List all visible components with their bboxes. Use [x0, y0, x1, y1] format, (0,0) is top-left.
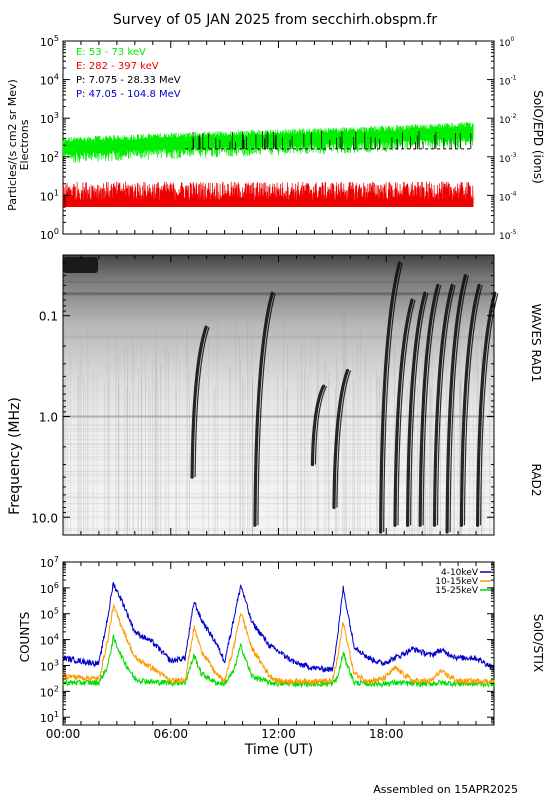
stix-y-axis-tick-label: 107: [40, 555, 59, 570]
spectrogram-band-line: [63, 280, 494, 283]
radio-burst-edge: [383, 262, 403, 532]
radio-burst-edge: [194, 326, 210, 478]
stix-y-axis-tick-label: 105: [40, 607, 59, 622]
radio-burst: [445, 273, 467, 534]
waves-rad2-label: RAD2: [529, 464, 543, 497]
stix-y-axis-tick-label: 104: [40, 633, 59, 648]
radio-burst: [418, 283, 440, 527]
radio-burst-edge: [336, 370, 352, 508]
waves-y-tick-label: 10.0: [31, 511, 58, 525]
epd-y-axis-tick-label: 104: [40, 73, 59, 88]
epd-legend-entry: P: 7.075 - 28.33 MeV: [76, 75, 181, 86]
epd-ylabel-secondary: Electrons: [18, 119, 31, 170]
epd-y2-axis-tick-label: 10-1: [499, 75, 517, 88]
epd-series-electrons-high: [62, 181, 474, 208]
radio-burst: [459, 283, 481, 527]
spectrogram-band-line: [63, 292, 494, 296]
stix-y-axis-tick-label: 102: [40, 684, 59, 699]
radio-burst: [332, 368, 350, 510]
waves-rad1-label: WAVES RAD1: [529, 304, 543, 383]
radio-burst: [379, 261, 402, 534]
radio-burst: [405, 291, 427, 527]
epd-y2-axis-tick-label: 10-2: [499, 113, 517, 126]
radio-burst-edge: [409, 293, 429, 526]
radio-burst: [253, 291, 274, 527]
radio-burst: [476, 291, 497, 527]
spectrogram-band-line: [63, 415, 494, 418]
spectrogram-dark-band: [63, 257, 98, 273]
stix-legend-label: 10-15keV: [435, 577, 479, 587]
stix-right-label: SolO/STIX: [531, 614, 545, 673]
epd-y2-axis-tick-label: 10-4: [499, 190, 517, 203]
radio-burst-edge: [449, 275, 469, 532]
stix-y-axis-tick-label: 101: [40, 710, 59, 725]
radio-burst-edge: [397, 299, 416, 526]
figure-title: Survey of 05 JAN 2025 from secchirh.obsp…: [113, 12, 437, 28]
stix-xlabel: Time (UT): [244, 742, 313, 758]
epd-legend: E: 53 - 73 keV E: 282 - 397 keV P: 7.075 -…: [76, 47, 181, 100]
waves-y-tick-label: 0.1: [39, 310, 58, 324]
stix-frame: [62, 561, 495, 726]
stix-legend-label: 4-10keV: [441, 568, 479, 578]
radio-burst: [432, 283, 454, 527]
radio-burst-edge: [463, 285, 483, 526]
epd-y-axis-tick-label: 105: [40, 34, 59, 49]
spectrogram-content: [63, 257, 499, 536]
radio-burst: [393, 298, 414, 527]
epd-y-axis-tick-label: 103: [40, 111, 59, 126]
epd-y-axis-tick-label: 101: [40, 188, 59, 203]
radio-burst: [190, 325, 208, 479]
waves-y-tick-label: 1.0: [39, 410, 58, 424]
epd-ylabel: Particles/(s cm2 sr Mev): [6, 79, 19, 211]
stix-x-tick-label: 06:00: [153, 727, 188, 741]
assembled-footer: Assembled on 15APR2025: [373, 783, 518, 796]
waves-panel: Frequency (MHz) WAVES RAD1 RAD2 0.1 1.0 10…: [7, 254, 543, 536]
stix-panel: COUNTS SolO/STIX Time (UT) 4-10keV10-15k…: [18, 561, 545, 758]
radio-burst-edge: [257, 293, 276, 526]
epd-y-axis-tick-label: 102: [40, 150, 59, 165]
epd-y2-axis-tick-label: 10-3: [499, 152, 517, 165]
stix-x-tick-label: 00:00: [46, 727, 81, 741]
waves-ylabel: Frequency (MHz): [7, 397, 23, 515]
stix-legend-label: 15-25keV: [435, 586, 479, 596]
stix-series-line: [62, 603, 495, 686]
epd-y-axis-tick-label: 100: [40, 227, 59, 242]
epd-legend-entry: E: 53 - 73 keV: [76, 47, 146, 58]
stix-x-tick-label: 12:00: [261, 727, 296, 741]
radio-burst-edge: [422, 285, 442, 526]
stix-y-axis-tick-label: 103: [40, 658, 59, 673]
epd-legend-entry: P: 47.05 - 104.8 MeV: [76, 89, 181, 100]
radio-burst-edge: [436, 285, 456, 526]
radio-burst: [310, 384, 326, 467]
epd-legend-entry: E: 282 - 397 keV: [76, 61, 159, 72]
epd-y2-axis-tick-label: 100: [499, 36, 514, 49]
radio-burst-edge: [314, 385, 328, 465]
stix-y-axis-tick-label: 106: [40, 581, 59, 596]
stix-ylabel: COUNTS: [18, 612, 32, 663]
epd-right-label: SolO/EPD (ions): [531, 90, 545, 184]
stix-series-line: [62, 581, 495, 674]
epd-panel: Particles/(s cm2 sr Mev) Electrons SolO/…: [6, 40, 545, 235]
spectrogram-band-line: [63, 335, 494, 339]
stix-x-tick-label: 18:00: [369, 727, 404, 741]
epd-y2-axis-tick-label: 10-5: [499, 229, 517, 242]
